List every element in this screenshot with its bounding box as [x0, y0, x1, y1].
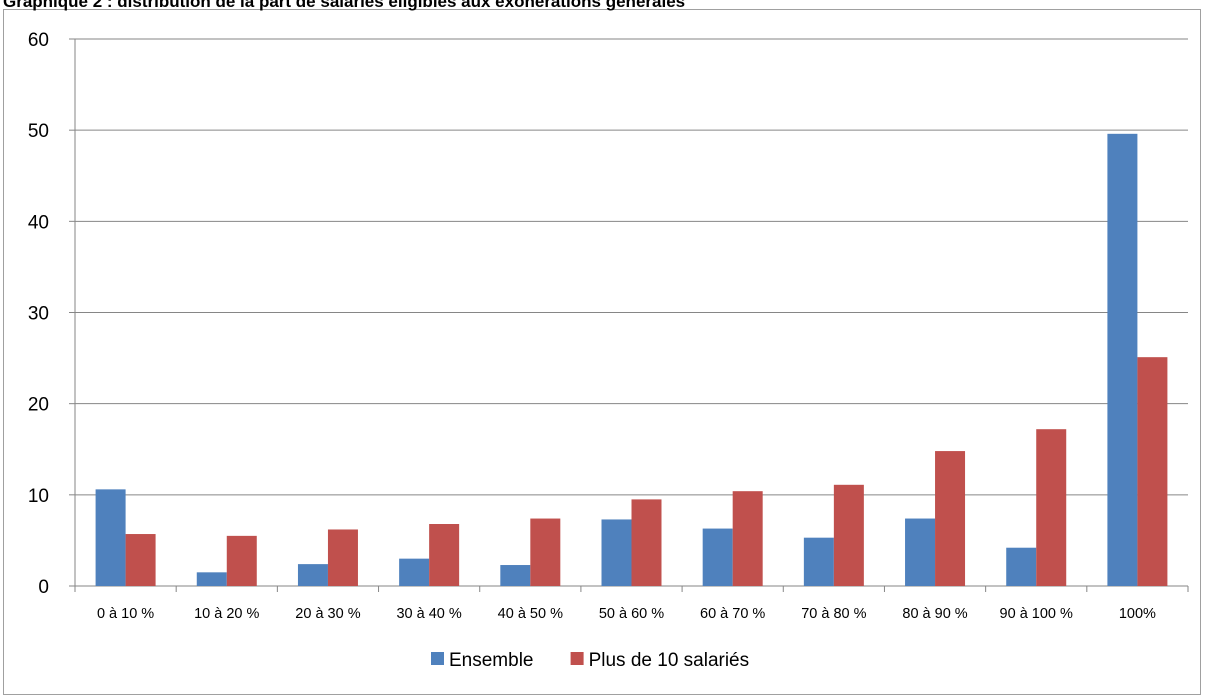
bar-ensemble	[95, 489, 126, 586]
y-tick-label: 0	[38, 577, 49, 598]
bar-plus-de-10-salaries	[935, 451, 966, 586]
x-tick-label: 0 à 10 %	[97, 606, 154, 622]
chart-title: Graphique 2 : distribution de la part de…	[3, 0, 686, 11]
x-tick-label: 10 à 20 %	[194, 606, 259, 622]
bar-ensemble	[905, 518, 936, 586]
bar-plus-de-10-salaries	[631, 499, 662, 586]
x-tick-label: 90 à 100 %	[1000, 606, 1073, 622]
legend-swatch	[570, 652, 584, 665]
legend: Ensemble Plus de 10 salariés	[431, 650, 749, 671]
x-tick-label: 60 à 70 %	[700, 606, 765, 622]
y-tick-label: 60	[28, 30, 49, 51]
y-tick-label: 40	[28, 212, 49, 233]
bar-ensemble	[803, 537, 834, 586]
y-tick-label: 20	[28, 395, 49, 416]
bar-plus-de-10-salaries	[429, 524, 460, 586]
x-tick-label: 40 à 50 %	[498, 606, 563, 622]
y-tick-label: 10	[28, 486, 49, 507]
x-tick-label: 80 à 90 %	[902, 606, 967, 622]
bar-plus-de-10-salaries	[1137, 357, 1168, 586]
x-tick-label: 100%	[1119, 606, 1156, 622]
bar-plus-de-10-salaries	[226, 535, 257, 586]
tick-labels: 0 10 20 30 40 50 60 0 à 10 % 10 à 20 % 20 à 30 % 3…	[28, 30, 1156, 622]
bar-ensemble	[196, 572, 227, 586]
bars	[95, 133, 1168, 586]
x-tick-label: 50 à 60 %	[599, 606, 664, 622]
bar-ensemble	[601, 519, 632, 586]
bar-ensemble	[399, 558, 430, 586]
bar-ensemble	[500, 565, 531, 586]
legend-label: Ensemble	[449, 650, 534, 671]
y-tick-label: 30	[28, 304, 49, 325]
legend-label: Plus de 10 salariés	[589, 650, 750, 671]
axes	[69, 38, 1189, 592]
bar-ensemble	[1006, 547, 1037, 586]
x-tick-label: 70 à 80 %	[801, 606, 866, 622]
bar-ensemble	[702, 528, 733, 586]
x-tick-label: 20 à 30 %	[295, 606, 360, 622]
legend-swatch	[431, 652, 444, 665]
y-tick-label: 50	[28, 121, 49, 142]
bar-plus-de-10-salaries	[1036, 429, 1067, 586]
bar-plus-de-10-salaries	[833, 484, 864, 586]
bar-plus-de-10-salaries	[530, 518, 561, 586]
bar-ensemble	[297, 564, 328, 586]
bar-ensemble	[1107, 133, 1138, 586]
bar-plus-de-10-salaries	[125, 534, 156, 586]
bar-plus-de-10-salaries	[732, 491, 763, 586]
x-tick-label: 30 à 40 %	[396, 606, 461, 622]
bar-plus-de-10-salaries	[327, 529, 358, 586]
